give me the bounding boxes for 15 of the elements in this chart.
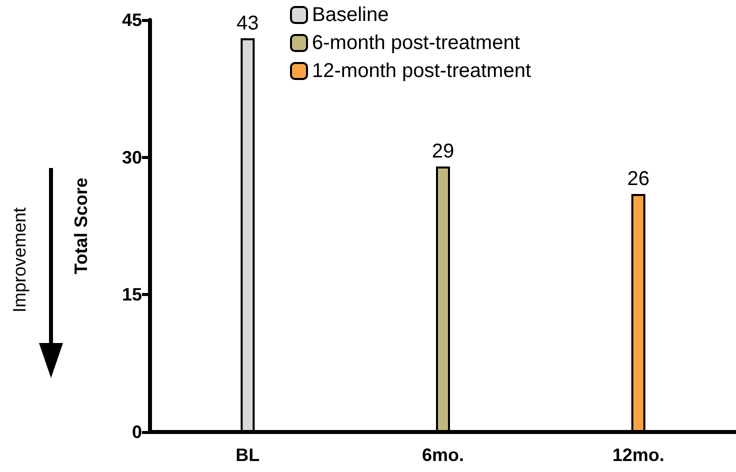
text: Improvement <box>10 207 30 313</box>
y-tick-label: 0 <box>132 422 142 442</box>
x-tick-label: BL <box>236 445 260 465</box>
x-tick-label: 12mo. <box>612 445 664 465</box>
x-tick-label: 6mo. <box>422 445 464 465</box>
data-label: 26 <box>627 168 650 190</box>
data-label: 43 <box>236 12 259 34</box>
y-tick-label: 30 <box>122 147 142 168</box>
legend-label: Baseline <box>312 4 389 26</box>
y-axis-title: Total Score <box>71 178 91 274</box>
data-label: 29 <box>432 140 454 162</box>
y-tick-label: 45 <box>122 10 142 30</box>
y-tick-label: 15 <box>122 284 142 305</box>
legend-label: 12-month post-treatment <box>312 60 532 82</box>
legend-label: 6-month post-treatment <box>312 32 520 54</box>
